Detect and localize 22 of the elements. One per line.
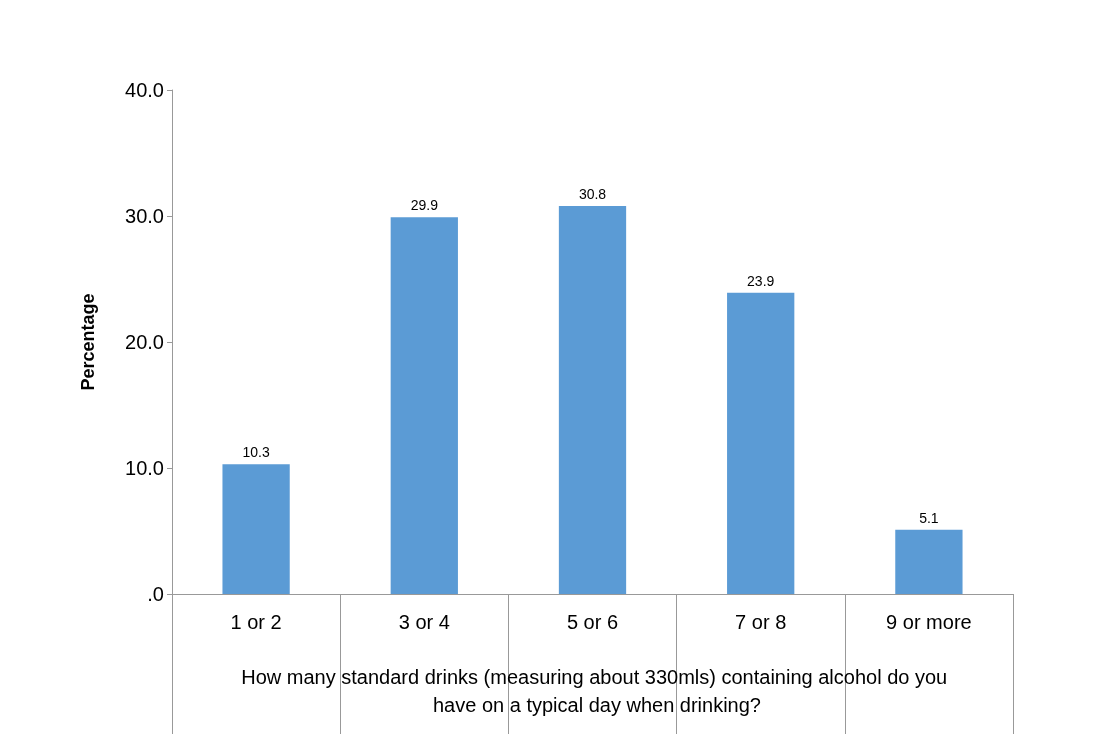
x-axis-title: How many standard drinks (measuring about 330mls) containing alcohol do you have on a typical day when drinking? <box>241 666 953 716</box>
y-axis-title: Percentage <box>78 293 98 391</box>
x-tick-label: 5 or 6 <box>566 611 619 633</box>
y-tick-label: 10.0 <box>125 457 164 479</box>
data-label: 30.8 <box>578 185 607 202</box>
y-tick-label: 20.0 <box>125 331 164 353</box>
bar <box>222 464 290 594</box>
x-tick-label: 9 or more <box>886 611 972 633</box>
x-tick-label: 7 or 8 <box>735 611 787 633</box>
bar <box>390 217 458 594</box>
bar <box>895 529 963 594</box>
bar <box>558 205 627 594</box>
y-tick-label: 40.0 <box>125 79 164 101</box>
x-tick-label: 3 or 4 <box>398 611 450 633</box>
y-tick-label: .0 <box>147 583 164 605</box>
data-label: 23.9 <box>747 272 775 289</box>
y-tick-label: 30.0 <box>125 205 164 227</box>
x-tick-label: 1 or 2 <box>230 611 282 633</box>
bar <box>727 292 795 594</box>
data-label: 10.3 <box>242 444 270 461</box>
data-label: 5.1 <box>919 509 939 526</box>
data-label: 29.9 <box>410 197 439 214</box>
